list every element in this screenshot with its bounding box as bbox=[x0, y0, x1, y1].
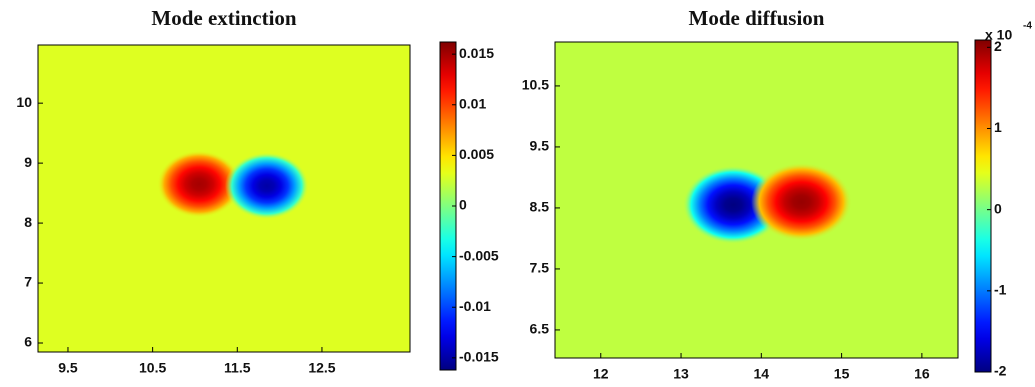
x-tick-label: 14 bbox=[754, 366, 770, 382]
x-tick-label: 12 bbox=[593, 366, 609, 382]
y-tick-label: 8.5 bbox=[530, 199, 550, 215]
x-tick-label: 15 bbox=[834, 366, 850, 382]
colorbar-tick-label: 0.015 bbox=[459, 45, 494, 61]
x-tick-label: 9.5 bbox=[58, 360, 78, 376]
colorbar-tick-label: 0.01 bbox=[459, 95, 486, 111]
heatmap bbox=[157, 150, 309, 220]
y-tick-label: 7 bbox=[24, 274, 32, 290]
colorbar-exponent: -4 bbox=[1023, 21, 1032, 32]
heatmap-blob bbox=[157, 150, 242, 218]
colorbar-tick-label: 1 bbox=[994, 119, 1002, 135]
plot-frame bbox=[37, 44, 411, 353]
colorbar bbox=[974, 39, 992, 373]
y-tick-label: 9 bbox=[24, 154, 32, 170]
x-tick-label: 10.5 bbox=[139, 360, 166, 376]
x-tick-label: 16 bbox=[914, 366, 930, 382]
colorbar-multiplier: x 10 bbox=[985, 27, 1012, 43]
y-tick-label: 10 bbox=[16, 94, 32, 110]
colorbar-tick-label: 0.005 bbox=[459, 146, 494, 162]
chart-title: Mode diffusion bbox=[689, 6, 825, 30]
colorbar-tick-label: 0 bbox=[459, 197, 467, 213]
x-tick-label: 13 bbox=[673, 366, 689, 382]
colorbar-tick-label: 2 bbox=[994, 38, 1002, 54]
colorbar-tick-label: -0.01 bbox=[459, 298, 491, 314]
plot-frame bbox=[554, 41, 959, 359]
chart-title: Mode extinction bbox=[151, 6, 297, 30]
y-tick-label: 7.5 bbox=[530, 260, 550, 276]
colorbar-tick-label: -1 bbox=[994, 282, 1007, 298]
colorbar-tick-label: -0.005 bbox=[459, 247, 499, 263]
x-tick-label: 11.5 bbox=[224, 360, 251, 376]
colorbar-tick-label: 0 bbox=[994, 200, 1002, 216]
heatmap-blob bbox=[224, 152, 309, 220]
heatmap bbox=[682, 162, 852, 245]
colorbar-tick-label: -2 bbox=[994, 363, 1007, 379]
heatmap-blob bbox=[751, 162, 852, 242]
y-tick-label: 8 bbox=[24, 214, 32, 230]
y-tick-label: 6 bbox=[24, 334, 32, 350]
y-tick-label: 10.5 bbox=[522, 77, 549, 93]
y-tick-label: 6.5 bbox=[530, 321, 550, 337]
x-tick-label: 12.5 bbox=[308, 360, 335, 376]
y-tick-label: 9.5 bbox=[530, 138, 550, 154]
colorbar-tick-label: -0.015 bbox=[459, 349, 499, 365]
